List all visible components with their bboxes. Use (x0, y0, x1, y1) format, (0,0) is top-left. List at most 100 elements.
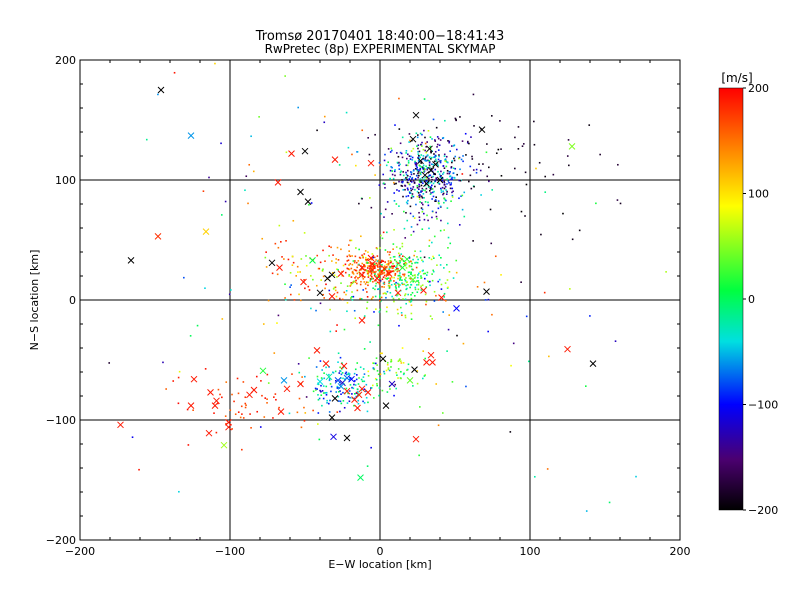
data-cross (202, 228, 210, 235)
data-dot (447, 328, 450, 331)
data-dot (346, 310, 348, 313)
data-dot (399, 279, 401, 281)
data-dot (338, 390, 340, 393)
data-dot (357, 383, 360, 385)
data-dot (548, 355, 550, 358)
data-dot (411, 188, 414, 191)
data-dot (316, 254, 319, 257)
data-dot (221, 318, 224, 320)
data-dot (418, 185, 420, 188)
data-dot (399, 163, 401, 166)
data-dot (406, 181, 409, 184)
data-dot (378, 287, 381, 290)
data-dot (446, 172, 449, 175)
data-dot (427, 181, 430, 184)
data-dot (274, 393, 277, 395)
data-dot (346, 285, 349, 287)
data-dot (381, 285, 383, 288)
data-dot (414, 160, 416, 163)
data-dot (341, 362, 343, 364)
data-dot (455, 118, 457, 121)
data-dot (448, 182, 450, 184)
data-dot (359, 273, 361, 275)
data-dot (398, 270, 401, 272)
data-dot (355, 247, 357, 249)
data-dot (434, 200, 436, 202)
data-dot (468, 142, 470, 145)
data-dot (344, 378, 346, 380)
data-dot (469, 165, 472, 168)
data-dot (406, 174, 409, 177)
cross-stroke (388, 380, 396, 388)
data-dot (384, 277, 387, 280)
data-dot (419, 178, 422, 180)
data-dot (391, 295, 393, 298)
data-dot (369, 197, 371, 199)
data-dot (220, 214, 223, 216)
data-dot (471, 158, 474, 160)
data-dot (543, 291, 546, 294)
data-dot (411, 159, 414, 161)
data-dot (399, 260, 402, 262)
cross-stroke (276, 264, 283, 271)
data-dot (376, 370, 379, 372)
data-dot (347, 146, 350, 149)
data-dot (366, 258, 369, 261)
data-dot (189, 335, 192, 337)
data-dot (339, 370, 342, 373)
data-dot (376, 275, 378, 277)
data-cross (276, 264, 283, 271)
data-dot (468, 180, 470, 183)
data-cross (355, 391, 363, 399)
data-dot (367, 370, 370, 373)
data-cross (187, 402, 195, 409)
data-dot (401, 279, 403, 281)
data-dot (380, 212, 382, 215)
data-dot (383, 265, 386, 268)
data-dot (372, 287, 374, 290)
data-dot (365, 281, 368, 283)
data-dot (186, 408, 189, 411)
data-dot (303, 279, 305, 281)
data-dot (360, 378, 363, 381)
data-dot (444, 160, 447, 163)
data-dot (439, 229, 442, 232)
data-dot (374, 288, 376, 291)
data-dot (379, 308, 382, 311)
data-dot (400, 152, 403, 155)
data-dot (324, 392, 327, 394)
data-cross (420, 287, 427, 294)
data-dot (387, 264, 390, 266)
data-dot (454, 117, 457, 120)
colorbar-gradient (719, 88, 743, 510)
data-dot (383, 281, 386, 284)
data-dot (417, 144, 420, 147)
data-cross (259, 367, 267, 375)
data-dot (356, 391, 359, 393)
data-dot (407, 189, 409, 191)
data-dot (384, 268, 387, 270)
data-dot (429, 280, 431, 283)
data-dot (358, 377, 360, 379)
data-dot (435, 196, 437, 199)
data-dot (379, 300, 382, 303)
cross-stroke (385, 270, 393, 277)
data-dot (450, 178, 452, 181)
data-dot (346, 255, 349, 258)
data-dot (422, 182, 424, 184)
colorbar-tick-label: 200 (748, 82, 769, 95)
data-dot (388, 268, 391, 270)
data-dot (351, 291, 353, 293)
data-dot (418, 196, 421, 198)
x-tick-label: −200 (65, 545, 95, 558)
data-dot (165, 388, 167, 390)
data-cross (382, 402, 390, 409)
data-dot (323, 377, 326, 380)
data-dot (367, 265, 370, 267)
data-dot (414, 262, 416, 264)
data-dot (378, 270, 381, 272)
data-cross (337, 383, 345, 390)
data-cross (364, 389, 372, 396)
data-dot (336, 268, 338, 271)
data-dot (422, 272, 425, 275)
